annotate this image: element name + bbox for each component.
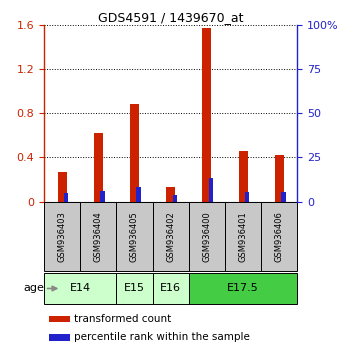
Bar	[275, 155, 284, 202]
Bar	[245, 192, 249, 202]
Bar	[57, 172, 67, 202]
Bar	[152, 273, 189, 304]
Text: E17.5: E17.5	[227, 284, 259, 293]
Text: percentile rank within the sample: percentile rank within the sample	[74, 332, 250, 342]
Text: GSM936405: GSM936405	[130, 211, 139, 262]
Bar	[64, 193, 68, 202]
Text: E16: E16	[160, 284, 181, 293]
Bar	[281, 192, 286, 202]
Bar	[261, 202, 297, 271]
Title: GDS4591 / 1439670_at: GDS4591 / 1439670_at	[98, 11, 243, 24]
Bar	[44, 273, 116, 304]
Bar	[152, 202, 189, 271]
Text: GSM936401: GSM936401	[239, 211, 248, 262]
Bar	[136, 187, 141, 202]
Bar	[189, 273, 297, 304]
Text: GSM936403: GSM936403	[57, 211, 67, 262]
Bar	[100, 190, 104, 202]
Bar	[80, 202, 116, 271]
Bar	[49, 334, 70, 341]
Text: transformed count: transformed count	[74, 314, 171, 324]
Bar	[209, 178, 213, 202]
Bar	[239, 151, 248, 202]
Text: age: age	[23, 284, 44, 293]
Bar	[189, 202, 225, 271]
Bar	[116, 202, 152, 271]
Text: E15: E15	[124, 284, 145, 293]
Bar	[49, 316, 70, 322]
Text: GSM936400: GSM936400	[202, 211, 211, 262]
Bar	[225, 202, 261, 271]
Bar	[130, 104, 139, 202]
Text: GSM936406: GSM936406	[275, 211, 284, 262]
Text: E14: E14	[70, 284, 91, 293]
Text: GSM936402: GSM936402	[166, 211, 175, 262]
Bar	[173, 195, 177, 202]
Bar	[44, 202, 80, 271]
Bar	[94, 133, 103, 202]
Bar	[116, 273, 152, 304]
Bar	[202, 28, 212, 202]
Text: GSM936404: GSM936404	[94, 211, 103, 262]
Bar	[166, 187, 175, 202]
